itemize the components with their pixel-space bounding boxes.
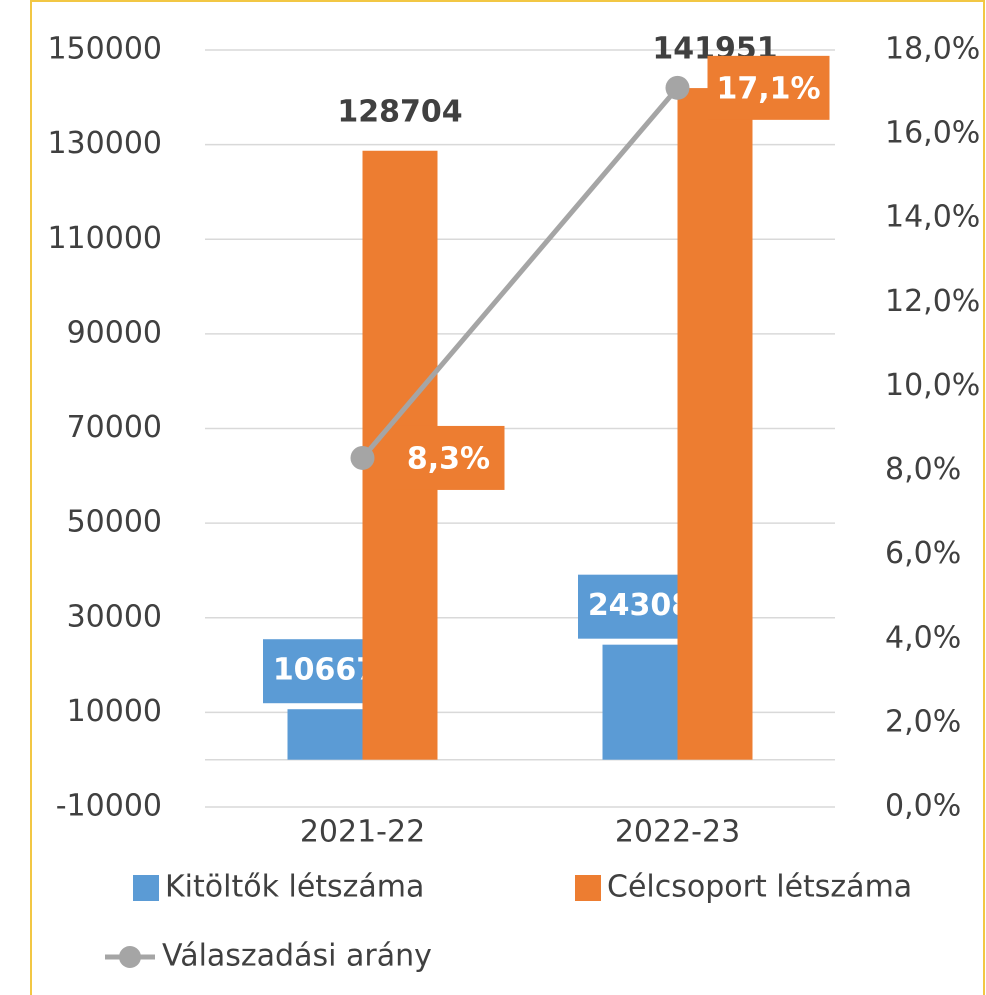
y-tick-label: 150000 [47,32,162,67]
legend-label: Válaszadási arány [162,939,432,974]
y2-tick-label: 6,0% [885,536,961,571]
line [360,86,680,460]
legend-swatch [575,875,601,901]
y2-tick-label: 4,0% [885,620,961,655]
legend-swatch [133,875,159,901]
y2-tick-label: 14,0% [885,200,980,235]
bar [287,709,363,760]
line-marker [350,445,375,470]
x-tick-label: 2021-22 [300,815,425,850]
data-label-box [707,55,830,120]
line-marker [665,75,690,100]
data-label: 128704 [337,94,462,129]
data-label: 17,1% [716,71,820,106]
data-label: 8,3% [407,441,490,476]
legend-marker [119,946,141,968]
y2-tick-label: 18,0% [885,32,980,67]
y-tick-label: 110000 [47,221,162,256]
data-label: 10667 [273,653,377,688]
y-tick-label: 90000 [67,315,162,350]
data-label-box [392,425,505,490]
chart-border [30,0,985,995]
y-tick-label: 10000 [67,694,162,729]
y2-tick-label: 8,0% [885,452,961,487]
y-tick-label: 130000 [47,126,162,161]
data-label: 24308 [588,588,692,623]
y2-tick-label: 2,0% [885,704,961,739]
bar [677,88,753,760]
x-tick-label: 2022-23 [615,815,740,850]
y2-tick-label: 12,0% [885,284,980,319]
bar [602,644,678,760]
legend-label: Célcsoport létszáma [607,870,912,905]
y2-tick-label: 10,0% [885,368,980,403]
legend-label: Kitöltők létszáma [165,870,424,905]
y-tick-label: 30000 [67,599,162,634]
y-tick-label: 70000 [67,410,162,445]
y-tick-label: -10000 [56,789,162,824]
y2-tick-label: 16,0% [885,116,980,151]
y2-tick-label: 0,0% [885,789,961,824]
y-tick-label: 50000 [67,505,162,540]
